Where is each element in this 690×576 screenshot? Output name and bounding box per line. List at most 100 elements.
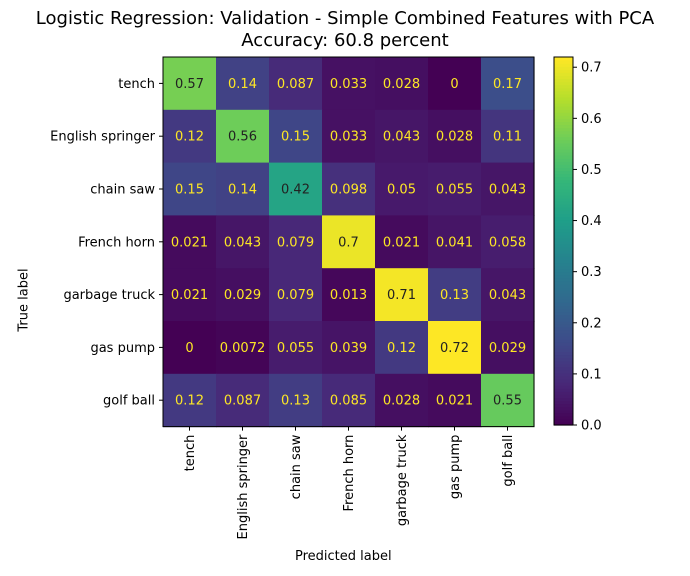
colorbar-segment: [554, 400, 573, 405]
heatmap-cell: [216, 57, 270, 111]
cell-value-label: 0.055: [277, 341, 314, 356]
heatmap-cell: [428, 373, 482, 428]
colorbar-tick-label: 0.2: [581, 316, 602, 331]
heatmap-cell: [216, 215, 270, 269]
colorbar-segment: [554, 354, 573, 359]
colorbar-segment: [554, 152, 573, 156]
x-axis-label: Predicted label: [295, 549, 392, 564]
colorbar-segment: [554, 78, 573, 83]
colorbar-segment: [554, 222, 573, 227]
heatmap-cell: [269, 268, 323, 322]
colorbar-segment: [554, 280, 573, 285]
heatmap-cell: [375, 109, 429, 164]
colorbar-segment: [554, 329, 573, 334]
y-tick-label: tench: [118, 77, 155, 92]
colorbar-segment: [554, 112, 573, 116]
colorbar-segment: [554, 296, 573, 300]
heatmap-cell: [428, 109, 482, 164]
colorbar-segment: [554, 81, 573, 86]
heatmap-cell: [216, 162, 270, 216]
y-tick-label: gas pump: [90, 341, 155, 356]
cell-value-label: 0.021: [436, 394, 473, 409]
colorbar-segment: [554, 90, 573, 95]
cell-value-label: 0.021: [171, 288, 208, 303]
heatmap-cell: [481, 162, 535, 216]
colorbar-segment: [554, 124, 573, 129]
heatmap-cell: [269, 109, 323, 164]
heatmap-cell: [375, 215, 429, 269]
colorbar-segment: [554, 348, 573, 352]
colorbar-segment: [554, 293, 573, 297]
colorbar-segment: [554, 106, 573, 110]
colorbar-segment: [554, 195, 573, 199]
colorbar-segment: [554, 142, 573, 147]
colorbar-segment: [554, 342, 573, 346]
colorbar-segment: [554, 188, 573, 193]
cell-value-label: 0.098: [330, 183, 367, 198]
heatmap-cell: [216, 268, 270, 322]
cell-value-label: 0.12: [175, 394, 204, 409]
colorbar-segment: [554, 155, 573, 159]
cell-value-label: 0.085: [330, 394, 367, 409]
colorbar-segment: [554, 379, 573, 383]
colorbar-segment: [554, 145, 573, 150]
colorbar-segment: [554, 397, 573, 402]
heatmap-cell: [481, 57, 535, 111]
colorbar-segment: [554, 204, 573, 208]
cell-value-label: 0.72: [440, 341, 469, 356]
colorbar-segment: [554, 237, 573, 242]
y-tick-label: golf ball: [103, 394, 155, 409]
cell-value-label: 0.043: [489, 288, 526, 303]
cell-value-label: 0.12: [387, 341, 416, 356]
colorbar-segment: [554, 253, 573, 257]
y-tick-label: French horn: [78, 235, 155, 250]
colorbar-segment: [554, 403, 573, 408]
heatmap-cell: [216, 321, 270, 375]
heatmap-cell: [163, 215, 217, 269]
cell-value-label: 0.15: [175, 183, 204, 198]
colorbar-segment: [554, 241, 573, 245]
colorbar-segment: [554, 72, 573, 76]
heatmap-cell: [481, 321, 535, 375]
cell-value-label: 0.14: [228, 183, 257, 198]
cell-value-label: 0.029: [489, 341, 526, 356]
colorbar-segment: [554, 372, 573, 377]
colorbar-segment: [554, 302, 573, 306]
heatmap-cell: [375, 162, 429, 216]
colorbar-segment: [554, 60, 573, 64]
colorbar-segment: [554, 136, 573, 141]
colorbar-segment: [554, 115, 573, 119]
colorbar-segment: [554, 93, 573, 98]
cell-value-label: 0.021: [171, 235, 208, 250]
colorbar-segment: [554, 63, 573, 67]
colorbar-segment: [554, 317, 573, 322]
heatmap-cell: [163, 268, 217, 322]
cell-value-label: 0.71: [387, 288, 416, 303]
colorbar-segment: [554, 421, 573, 426]
heatmap-cell: [428, 162, 482, 216]
heatmap-cell: [322, 373, 376, 428]
colorbar-segment: [554, 256, 573, 260]
heatmap-cell: [163, 321, 217, 375]
heatmap-cell: [322, 109, 376, 164]
cell-value-label: 0.043: [383, 130, 420, 145]
y-tick-label: garbage truck: [63, 288, 155, 303]
cell-value-label: 0.041: [436, 235, 473, 250]
heatmap-cell: [322, 215, 376, 269]
heatmap-cell: [163, 162, 217, 216]
colorbar-segment: [554, 225, 573, 230]
cell-value-label: 0.058: [489, 235, 526, 250]
colorbar-segment: [554, 247, 573, 251]
cell-value-label: 0.57: [175, 77, 204, 92]
colorbar-segment: [554, 351, 573, 356]
colorbar-segment: [554, 185, 573, 190]
heatmap-cell: [481, 268, 535, 322]
colorbar-segment: [554, 382, 573, 386]
colorbar-segment: [554, 210, 573, 214]
colorbar-segment: [554, 109, 573, 113]
heatmap-cell: [163, 373, 217, 428]
colorbar-segment: [554, 167, 573, 172]
cell-value-label: 0.055: [436, 183, 473, 198]
heatmap-cell: [322, 162, 376, 216]
colorbar-segment: [554, 231, 573, 236]
